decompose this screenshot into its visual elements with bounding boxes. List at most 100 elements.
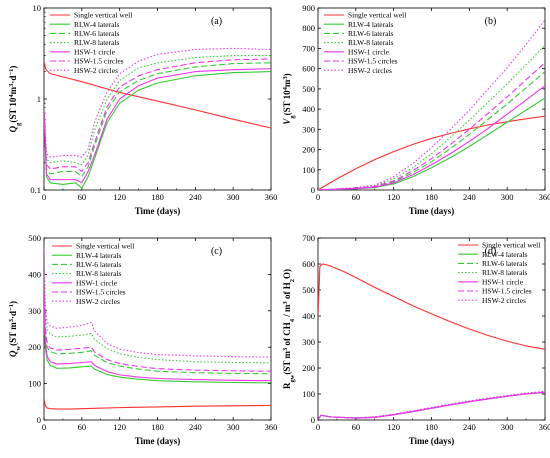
y-tick-label: 300 <box>28 306 41 316</box>
series-line-3 <box>44 281 271 375</box>
y-tick-label: 400 <box>302 104 315 114</box>
legend-entry: RLW-4 laterals <box>76 251 122 260</box>
chart-panel-4: 0 60 120 180 240 300 360 0 100 200 300 400 500 600 700… <box>282 233 550 446</box>
x-tick-label: 0 <box>316 422 320 432</box>
x-axis-label: Time (days) <box>409 436 455 446</box>
x-axis-label: Time (days) <box>135 206 181 216</box>
legend-entry: RLW-6 laterals <box>76 260 122 269</box>
y-tick-label: 400 <box>302 311 315 321</box>
legend-entry: RLW-8 laterals <box>76 269 122 278</box>
x-tick-label: 360 <box>265 422 278 432</box>
y-tick-label: 800 <box>302 23 315 33</box>
x-tick-label: 120 <box>113 192 126 202</box>
legend-entry: HSW-2 circles <box>482 296 526 305</box>
y-axis-label: Qw(ST m3·d−1) <box>8 301 22 357</box>
series-line-4 <box>44 55 271 166</box>
y-axis-label: Rgw(ST m3 of CH4 / m3 of H2O) <box>282 269 296 389</box>
y-tick-label: 0 <box>311 185 315 195</box>
panel-label: (c) <box>211 246 222 257</box>
series-line-6 <box>44 274 271 372</box>
x-tick-label: 60 <box>78 422 87 432</box>
series-line-1 <box>318 263 545 350</box>
x-tick-label: 240 <box>189 422 202 432</box>
y-tick-label: 100 <box>28 379 41 389</box>
series-line-7 <box>318 19 545 190</box>
legend-entry: RLW-4 laterals <box>74 20 120 29</box>
y-tick-label: 200 <box>28 342 41 352</box>
legend-entry: RLW-6 laterals <box>482 259 528 268</box>
chart-panel-1: 0 60 120 180 240 300 360 0.1 1 10 Time (days) Qg(ST… <box>8 3 278 216</box>
series-line-3 <box>318 71 545 190</box>
series-line-3 <box>44 62 271 178</box>
y-tick-label: 500 <box>28 233 41 243</box>
x-tick-label: 60 <box>352 192 361 202</box>
y-tick-label: 100 <box>302 165 315 175</box>
y-tick-label: 300 <box>302 124 315 134</box>
panel-label: (b) <box>485 16 497 27</box>
y-tick-label: 900 <box>302 3 315 13</box>
legend-entry: HSW-1.5 circles <box>482 287 532 296</box>
y-tick-label: 0 <box>37 415 41 425</box>
legend-entry: RLW-8 laterals <box>348 38 394 47</box>
y-tick-label: 0 <box>311 415 315 425</box>
x-tick-label: 300 <box>501 422 514 432</box>
series-line-1 <box>44 61 271 129</box>
y-tick-label: 200 <box>302 363 315 373</box>
legend-entry: HSW-1 circle <box>348 47 390 56</box>
x-tick-label: 360 <box>265 192 278 202</box>
legend-entry: HSW-1.5 circles <box>76 288 126 297</box>
legend-entry: HSW-1 circle <box>482 277 524 286</box>
x-tick-label: 180 <box>151 192 164 202</box>
x-tick-label: 120 <box>113 422 126 432</box>
legend-entry: RLW-6 laterals <box>348 29 394 38</box>
x-axis-label: Time (days) <box>135 436 181 446</box>
legend-entry: HSW-2 circles <box>76 297 120 306</box>
legend-entry: Single vertical well <box>76 242 134 251</box>
legend-entry: RLW-8 laterals <box>482 268 528 277</box>
y-axis-label: Qg(ST 104m3·d−1) <box>8 66 22 133</box>
x-tick-label: 180 <box>425 422 438 432</box>
x-tick-label: 360 <box>539 422 550 432</box>
panel-label: (a) <box>211 16 222 27</box>
y-tick-label: 100 <box>302 389 315 399</box>
legend-entry: RLW-6 laterals <box>74 29 120 38</box>
y-tick-label: 700 <box>302 43 315 53</box>
y-tick-label: 600 <box>302 64 315 74</box>
chart-panel-2: 0 60 120 180 240 300 360 0 100 200 300 400 500 600 700… <box>282 3 550 216</box>
series-line-2 <box>44 71 271 189</box>
y-tick-label: 10 <box>33 3 42 13</box>
y-tick-label: 200 <box>302 145 315 155</box>
legend-entry: Single vertical well <box>348 11 406 20</box>
series-line-7 <box>318 390 545 420</box>
legend-entry: HSW-2 circles <box>74 66 118 75</box>
legend-entry: HSW-1 circle <box>74 47 116 56</box>
x-tick-label: 0 <box>42 422 46 432</box>
x-tick-label: 0 <box>42 192 46 202</box>
y-tick-label: 600 <box>302 259 315 269</box>
series-line-2 <box>318 391 545 420</box>
x-tick-label: 60 <box>352 422 361 432</box>
y-tick-label: 300 <box>302 337 315 347</box>
x-tick-label: 0 <box>316 192 320 202</box>
series-line-5 <box>44 68 271 184</box>
series-line-6 <box>44 58 271 172</box>
legend-entry: HSW-1.5 circles <box>348 57 398 66</box>
x-axis-label: Time (days) <box>409 206 455 216</box>
legend-entry: RLW-4 laterals <box>482 250 528 259</box>
x-tick-label: 300 <box>501 192 514 202</box>
x-tick-label: 240 <box>463 422 476 432</box>
panel-label: (d) <box>485 246 497 257</box>
legend-entry: HSW-1 circle <box>76 278 118 287</box>
legend-entry: RLW-4 laterals <box>348 20 394 29</box>
y-tick-label: 500 <box>302 285 315 295</box>
x-tick-label: 60 <box>78 192 87 202</box>
legend-entry: HSW-2 circles <box>348 66 392 75</box>
legend-entry: Single vertical well <box>74 11 132 20</box>
legend-entry: HSW-1.5 circles <box>74 57 124 66</box>
x-tick-label: 240 <box>463 192 476 202</box>
